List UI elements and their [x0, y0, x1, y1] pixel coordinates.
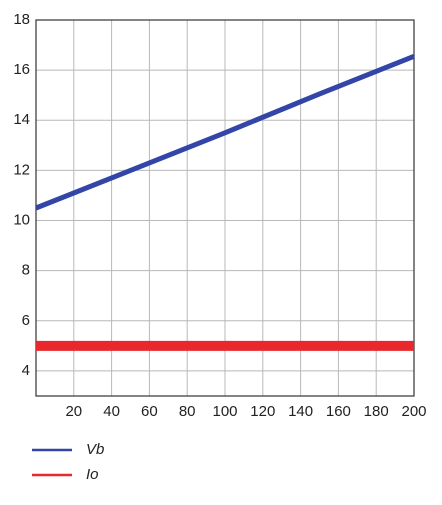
y-tick-label: 10	[13, 212, 30, 229]
y-tick-label: 16	[13, 61, 30, 78]
x-tick-label: 80	[179, 403, 196, 420]
series-line	[35, 54, 415, 211]
legend-label: Io	[86, 466, 99, 483]
legend-label: Vb	[86, 441, 104, 458]
y-tick-label: 8	[22, 262, 30, 279]
x-tick-label: 180	[364, 403, 389, 420]
x-tick-label: 60	[141, 403, 158, 420]
x-tick-label: 120	[250, 403, 275, 420]
x-tick-label: 100	[212, 403, 237, 420]
x-tick-label: 160	[326, 403, 351, 420]
y-tick-label: 18	[13, 11, 30, 28]
y-tick-label: 4	[22, 362, 30, 379]
y-tick-label: 14	[13, 111, 30, 128]
x-tick-label: 200	[401, 403, 426, 420]
x-tick-label: 140	[288, 403, 313, 420]
y-tick-label: 6	[22, 312, 30, 329]
x-tick-label: 40	[103, 403, 120, 420]
y-tick-label: 12	[13, 161, 30, 178]
x-tick-label: 20	[65, 403, 82, 420]
